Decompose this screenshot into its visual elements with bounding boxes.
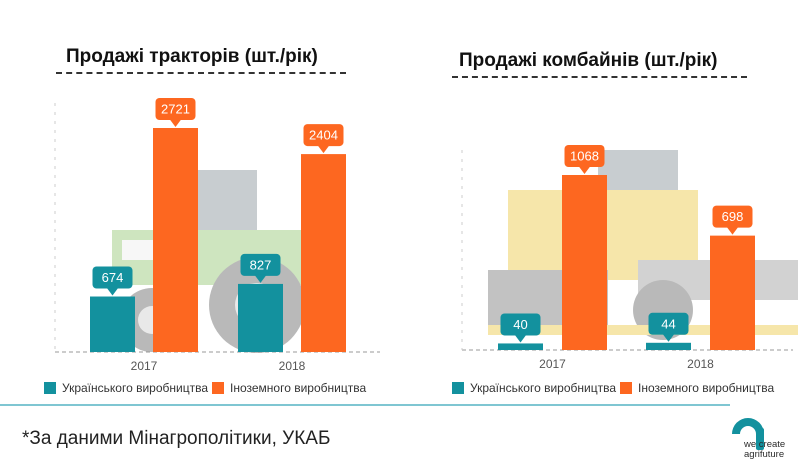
logo-tagline: we create agrifuture <box>744 439 786 460</box>
legend-label: Іноземного виробництва <box>230 381 367 395</box>
data-label: 40 <box>513 317 527 332</box>
legend-label: Українського виробництва <box>62 381 208 395</box>
legend-item-ukrainian: Українського виробництва <box>44 381 208 395</box>
data-label-pointer <box>254 274 267 283</box>
legend-swatch-foreign <box>212 382 224 394</box>
data-label-callout <box>155 98 196 120</box>
title-underline <box>452 76 747 78</box>
combine-bar-chart: 40 1068 2017 44 698 2018 <box>461 145 793 371</box>
chart-title: Продажі тракторів (шт./рік) <box>66 46 318 67</box>
data-label-callout <box>303 124 344 147</box>
source-footnote: *За даними Мінагрополітики, УКАБ <box>22 428 331 449</box>
data-label: 2721 <box>161 102 190 117</box>
legend-label: Українського виробництва <box>470 381 616 395</box>
bar <box>153 128 198 352</box>
title-underline <box>56 72 346 74</box>
bar <box>238 283 283 352</box>
tractor-bar-chart: 674 2721 2017 827 2404 2018 <box>54 98 380 373</box>
bar <box>646 342 691 350</box>
data-label-pointer <box>578 166 591 174</box>
data-label: 1068 <box>570 149 599 164</box>
bar <box>498 343 543 350</box>
data-label-callout <box>240 253 281 276</box>
footer-divider <box>0 404 730 406</box>
legend-label: Іноземного виробництва <box>638 381 775 395</box>
legend-swatch-ukrainian <box>44 382 56 394</box>
data-label-pointer <box>317 145 330 154</box>
bar <box>301 154 346 352</box>
data-label-callout <box>500 313 541 336</box>
bar <box>562 175 607 350</box>
legend-swatch-foreign <box>620 382 632 394</box>
data-label-pointer <box>514 334 527 343</box>
data-label-callout <box>564 145 605 167</box>
data-label: 827 <box>250 257 272 272</box>
data-label-pointer <box>726 226 739 235</box>
data-label: 674 <box>102 270 124 285</box>
chart-title: Продажі комбайнів (шт./рік) <box>459 50 718 71</box>
x-tick-label: 2018 <box>279 359 306 373</box>
data-label-pointer <box>106 287 119 296</box>
data-label-callout <box>648 312 689 335</box>
combine-sales-panel: Продажі комбайнів (шт./рік) 40 1068 2017 44… <box>400 0 800 400</box>
legend-item-foreign: Іноземного виробництва <box>620 381 774 395</box>
x-tick-label: 2017 <box>131 359 158 373</box>
legend-item-foreign: Іноземного виробництва <box>212 381 366 395</box>
data-label-pointer <box>169 119 182 127</box>
x-tick-label: 2017 <box>539 357 566 371</box>
data-label-pointer <box>662 333 675 342</box>
legend-item-ukrainian: Українського виробництва <box>452 381 616 395</box>
tractor-sales-panel: Продажі тракторів (шт./рік) 674 2721 2017 8… <box>0 0 400 400</box>
data-label: 2404 <box>309 128 338 143</box>
data-label-callout <box>712 205 753 228</box>
data-label-callout <box>92 266 133 289</box>
bar <box>90 296 135 352</box>
data-label: 44 <box>661 316 675 331</box>
data-label: 698 <box>722 209 744 224</box>
x-tick-label: 2018 <box>687 357 714 371</box>
legend-swatch-ukrainian <box>452 382 464 394</box>
bar <box>710 235 755 350</box>
company-logo-icon <box>732 418 764 450</box>
